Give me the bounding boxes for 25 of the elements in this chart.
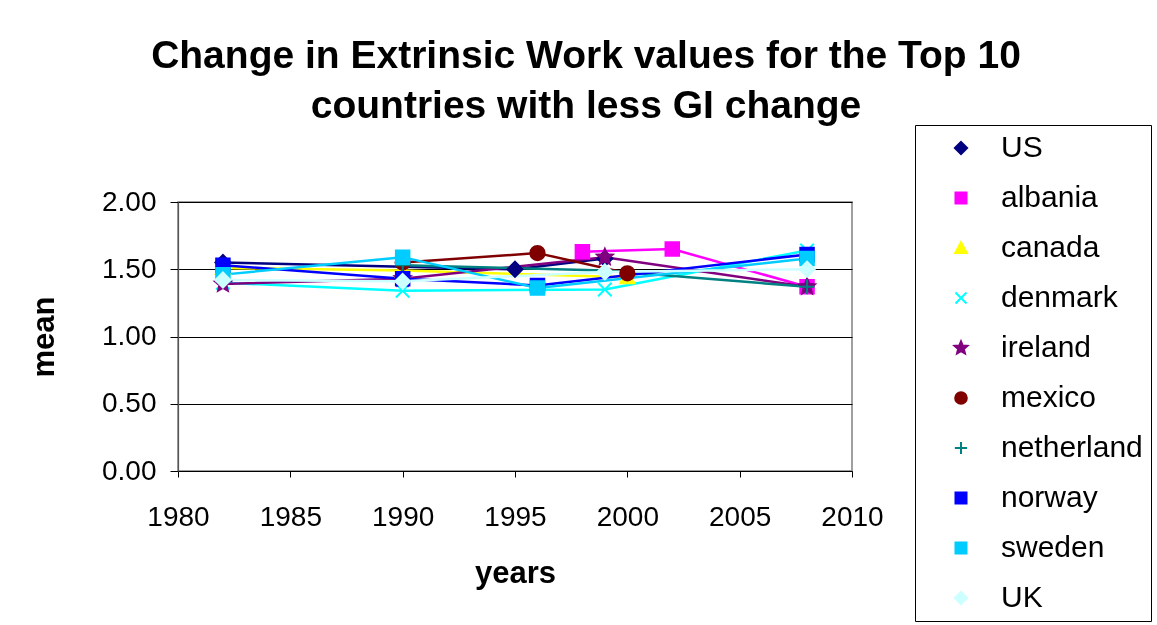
legend-label: UK <box>1001 580 1043 613</box>
x-tick-label: 2010 <box>821 500 884 532</box>
legend-label: norway <box>1001 480 1098 513</box>
y-tick-label: 0.00 <box>102 454 157 486</box>
y-tick-label: 1.00 <box>102 320 157 351</box>
legend-label: sweden <box>1001 530 1105 563</box>
x-tick-label: 1990 <box>372 500 435 532</box>
x-tick-label: 1980 <box>147 500 210 532</box>
legend-label: denmark <box>1001 280 1119 313</box>
x-tick-label: 1995 <box>484 500 547 532</box>
legend-label: US <box>1001 130 1043 163</box>
y-tick-label: 0.50 <box>102 387 157 419</box>
x-tick-label: 1985 <box>259 500 322 532</box>
y-axis-title: mean <box>25 296 61 378</box>
y-tick-label: 2.00 <box>102 185 157 217</box>
legend-label: mexico <box>1001 380 1097 413</box>
legend-label: netherland <box>1001 430 1143 463</box>
x-axis-title: years <box>474 554 557 590</box>
legend-label: albania <box>1001 180 1099 213</box>
x-tick-label: 2005 <box>709 500 772 532</box>
y-tick-label: 1.50 <box>102 252 157 284</box>
legend-label: ireland <box>1001 330 1092 363</box>
legend-label: canada <box>1001 230 1100 263</box>
chart-title: Change in Extrinsic Work values for the Top 10 countries with less GI change <box>150 32 1022 128</box>
x-tick-label: 2000 <box>596 500 659 532</box>
